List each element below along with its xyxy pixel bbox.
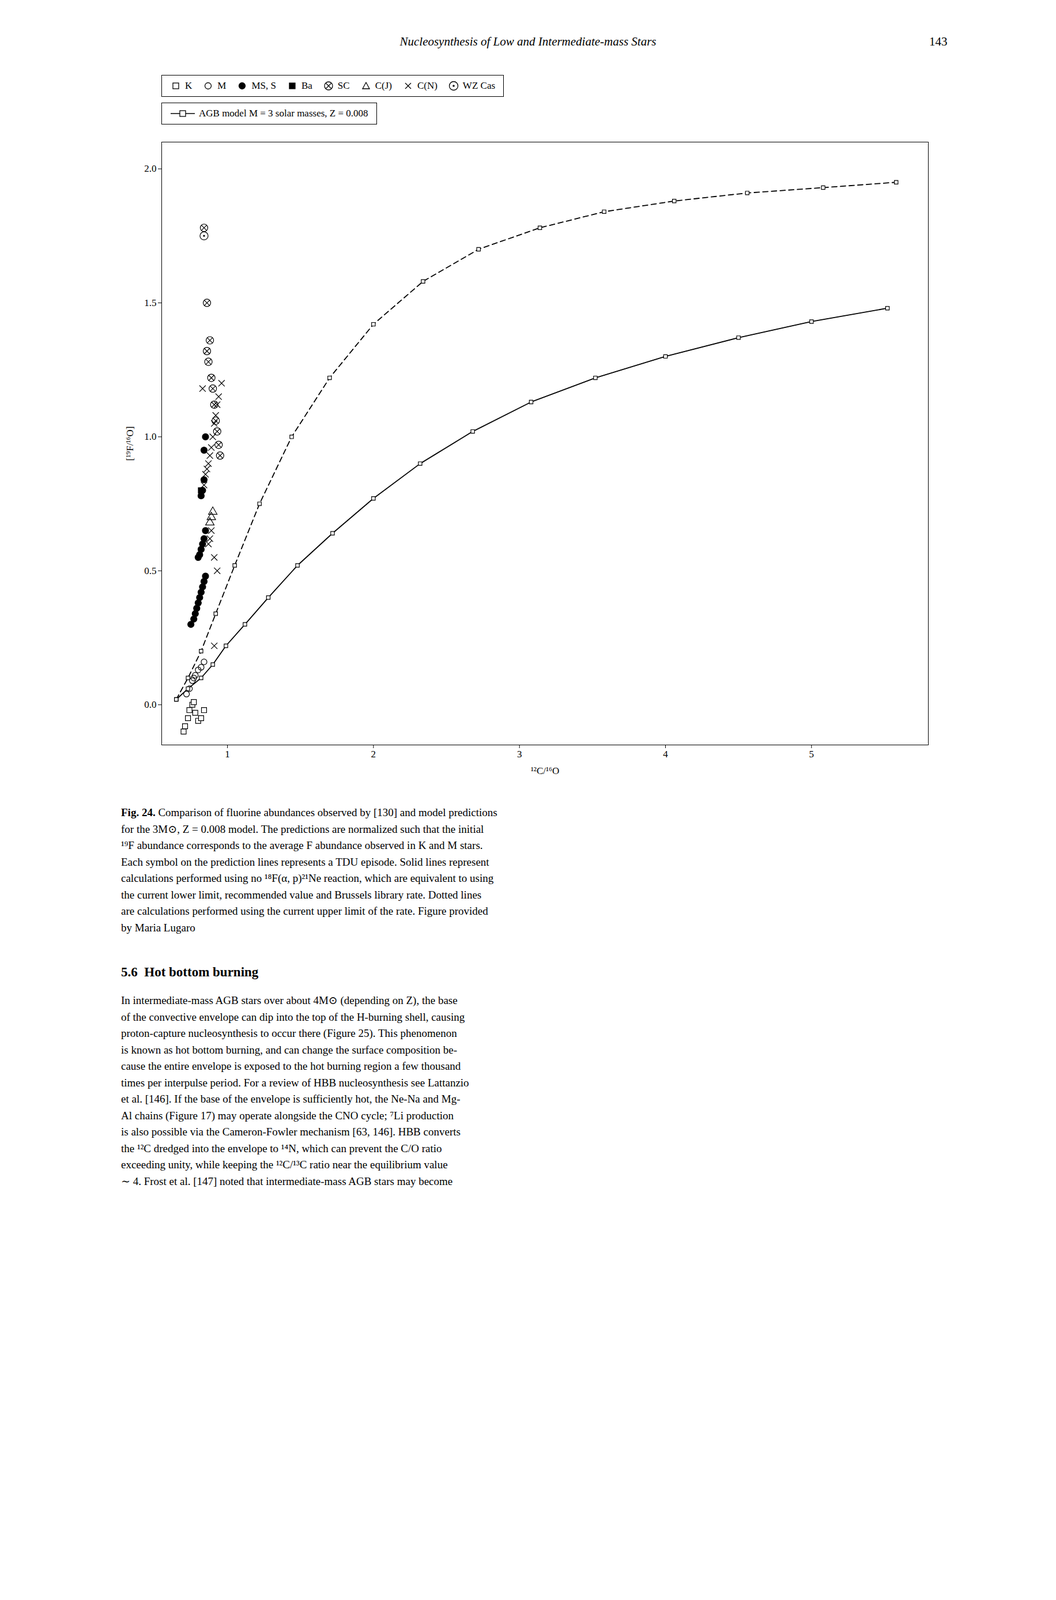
html-text:MS, S: MS, S: [251, 80, 277, 92]
html-text:In intermediate-mass AGB stars: In intermediate-mass AGB stars over abou…: [121, 994, 469, 1188]
svg-text:2.0: 2.0: [144, 163, 157, 175]
svg-text:1.5: 1.5: [144, 297, 157, 309]
html-text:C(J): C(J): [375, 80, 392, 92]
html-text:AGB model M = 3 solar masses,: AGB model M = 3 solar masses, Z = 0.008: [198, 107, 369, 119]
svg-text:0.5: 0.5: [144, 565, 157, 577]
svg-text:5: 5: [809, 748, 815, 760]
html-text:143: 143: [929, 34, 948, 49]
svg-text:1: 1: [224, 748, 230, 760]
html-text:M: M: [217, 80, 227, 92]
html-text:Nucleosynthesis of Low and Int: Nucleosynthesis of Low and Intermediate-…: [399, 34, 657, 49]
svg-text:¹²C/¹⁶O: ¹²C/¹⁶O: [530, 765, 560, 777]
html-text:C(N): C(N): [417, 80, 438, 92]
svg-text:[¹⁹F/¹⁶O]: [¹⁹F/¹⁶O]: [124, 426, 136, 462]
html-text:Ba: Ba: [301, 80, 313, 92]
svg-text:4: 4: [662, 748, 669, 760]
html-text:Fig. 24. Comparison of fluorin: Fig. 24. Comparison of fluorine abundanc…: [121, 806, 498, 934]
svg-text:1.0: 1.0: [144, 431, 157, 443]
html-text:WZ Cas: WZ Cas: [462, 80, 496, 92]
html-text:SC: SC: [337, 80, 350, 92]
html-text:K: K: [185, 80, 193, 92]
svg-text:0.0: 0.0: [144, 699, 157, 711]
svg-text:2: 2: [371, 748, 377, 760]
svg-text:3: 3: [517, 748, 523, 760]
html-text:5.6 Hot bottom burning: 5.6 Hot bottom burning: [121, 964, 259, 980]
